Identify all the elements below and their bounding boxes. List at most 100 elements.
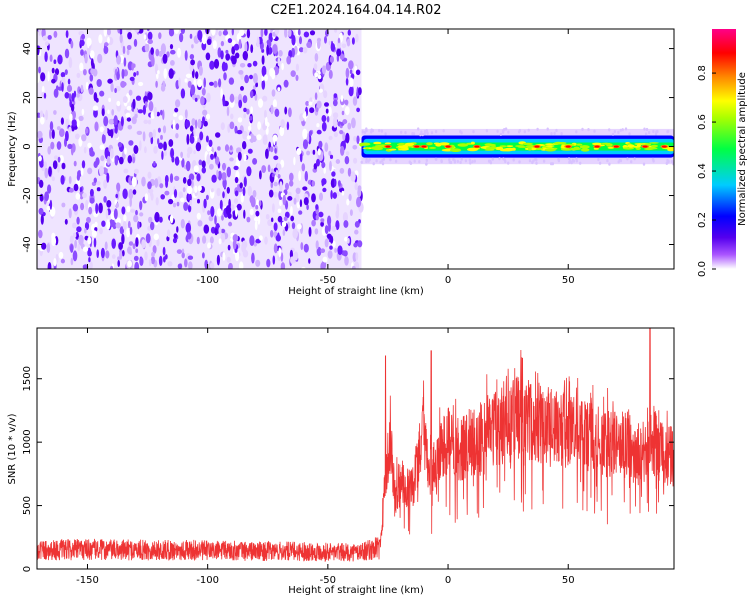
noise-cell: [38, 229, 43, 239]
noise-cell: [148, 131, 153, 139]
noise-cell: [272, 134, 278, 142]
noise-cell: [299, 36, 302, 45]
noise-cell: [304, 111, 307, 122]
noise-cell: [186, 133, 190, 145]
noise-cell: [209, 81, 214, 86]
noise-cell: [355, 252, 359, 261]
noise-cell: [84, 227, 87, 234]
noise-cell: [154, 211, 160, 223]
noise-cell: [322, 256, 328, 263]
signal-peak: [661, 145, 667, 148]
noise-cell: [83, 146, 87, 154]
signal-fringe: [534, 157, 537, 162]
noise-cell: [302, 139, 309, 150]
noise-cell: [174, 107, 179, 113]
noise-cell: [256, 134, 262, 141]
noise-cell: [147, 39, 153, 45]
noise-cell: [151, 56, 155, 67]
noise-cell: [266, 44, 269, 56]
noise-cell: [60, 175, 65, 185]
noise-cell: [117, 141, 122, 148]
noise-cell: [152, 129, 157, 139]
noise-cell: [187, 255, 194, 260]
noise-cell: [151, 255, 155, 265]
noise-cell: [348, 193, 352, 201]
noise-cell: [135, 248, 139, 254]
signal-fringe: [652, 129, 655, 134]
noise-cell: [74, 239, 77, 249]
noise-cell: [78, 115, 84, 122]
noise-cell: [300, 242, 304, 251]
noise-cell: [328, 135, 333, 141]
noise-cell: [182, 177, 187, 184]
noise-cell: [308, 226, 312, 237]
noise-cell: [73, 160, 77, 167]
noise-cell: [117, 256, 120, 261]
noise-cell: [185, 160, 191, 172]
snr-y-tick-label: 1000: [22, 429, 33, 454]
noise-cell: [264, 74, 268, 82]
noise-cell: [48, 166, 52, 177]
noise-cell: [92, 105, 99, 111]
noise-cell: [216, 254, 220, 266]
noise-cell: [187, 178, 192, 187]
signal-fringe: [575, 130, 578, 134]
noise-cell: [218, 78, 222, 88]
noise-cell: [129, 197, 132, 207]
noise-cell: [156, 238, 160, 247]
noise-cell: [137, 221, 140, 230]
noise-cell: [316, 100, 322, 109]
noise-cell: [87, 41, 90, 49]
noise-cell: [122, 81, 127, 87]
noise-cell: [210, 226, 216, 234]
noise-cell: [356, 196, 362, 208]
spectrogram-y-axis-label: Frequency (Hz): [7, 111, 18, 187]
noise-cell: [306, 204, 309, 211]
noise-cell: [57, 163, 60, 173]
noise-cell: [242, 95, 248, 104]
noise-cell: [86, 216, 91, 224]
signal-fringe: [598, 161, 602, 165]
signal-fringe: [665, 161, 668, 165]
signal-peak: [421, 145, 427, 148]
noise-cell: [227, 124, 231, 133]
noise-cell: [293, 251, 299, 261]
noise-cell: [301, 266, 306, 269]
noise-cell: [60, 258, 65, 264]
signal-fringe: [597, 157, 600, 162]
signal-fringe: [507, 130, 510, 134]
noise-cell: [153, 145, 158, 154]
signal-fringe: [502, 157, 505, 161]
noise-cell: [133, 214, 139, 223]
noise-cell: [113, 132, 119, 139]
noise-cell: [85, 199, 89, 211]
snr-x-axis-label: Height of straight line (km): [288, 585, 424, 596]
noise-cell: [176, 201, 180, 207]
noise-cell: [193, 150, 196, 155]
signal-texture: [485, 146, 497, 150]
noise-cell: [59, 128, 65, 138]
noise-cell: [189, 199, 193, 207]
noise-cell: [122, 96, 128, 103]
noise-cell: [127, 32, 132, 40]
noise-cell: [44, 167, 49, 179]
noise-cell: [73, 183, 79, 192]
noise-cell: [162, 109, 165, 121]
noise-cell: [53, 110, 57, 115]
noise-cell: [337, 245, 343, 255]
signal-peak: [642, 145, 648, 148]
noise-cell: [189, 33, 193, 39]
noise-cell: [351, 117, 356, 129]
noise-cell: [164, 190, 170, 196]
noise-cell: [320, 261, 326, 269]
noise-cell: [202, 116, 205, 124]
noise-cell: [93, 237, 97, 248]
noise-cell: [157, 70, 160, 75]
spectrogram-y-tick-label: 20: [22, 91, 33, 104]
noise-cell: [195, 142, 202, 152]
noise-cell: [271, 89, 276, 97]
noise-cell: [139, 212, 144, 217]
noise-cell: [250, 44, 254, 53]
noise-cell: [217, 170, 222, 181]
